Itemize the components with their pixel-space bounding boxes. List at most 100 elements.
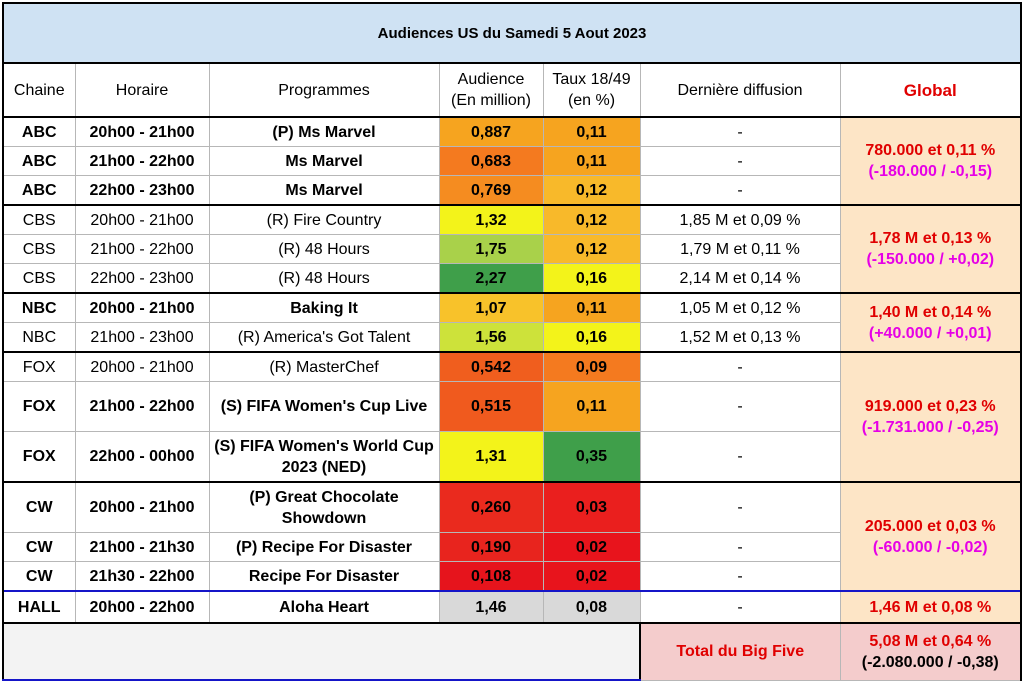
table-row: ABC 21h00 - 22h00 Ms Marvel 0,683 0,11- [2,146,1021,176]
cell-taux: 0,11 [542,292,641,323]
cell-audience: 0,515 [438,381,544,432]
total-difference: (-2.080.000 / -0,38) [861,653,999,671]
cell-horaire: 22h00 - 00h00 [74,431,210,483]
cell-derniere-diffusion: - [639,175,841,206]
global-difference: (+40.000 / +0,01) [868,324,992,342]
cell-taux: 0,12 [542,204,641,235]
cell-derniere-diffusion: 2,14 M et 0,14 % [639,263,841,294]
cell-taux: 0,02 [542,532,641,562]
cell-audience: 0,887 [438,116,544,147]
cell-horaire: 21h30 - 22h00 [74,561,210,592]
header-taux-line2: (en %) [567,92,616,109]
table-row: ABC 20h00 - 21h00 (P) Ms Marvel 0,887 0,11-7… [2,116,1023,206]
cell-horaire: 21h00 - 22h00 [74,146,210,176]
cell-audience: 2,27 [438,263,544,294]
cell-global: 780.000 et 0,11 % (-180.000 / -0,15) [839,116,1023,206]
cell-taux: 0,11 [542,146,641,176]
cell-audience: 0,683 [438,146,544,176]
table-row: NBC 21h00 - 23h00 (R) America's Got Talent… [2,322,1021,353]
cell-audience: 1,56 [438,322,544,353]
header-audience-line2: (En million) [450,92,531,109]
cell-derniere-diffusion: 1,85 M et 0,09 % [639,204,841,235]
cell-chaine: FOX [2,351,76,382]
table-row: CW 20h00 - 21h00 (P) Great Chocolate Showd… [2,481,1023,592]
cell-chaine: CW [2,481,76,533]
cell-horaire: 20h00 - 21h00 [74,116,210,147]
table-row: FOX 20h00 - 21h00 (R) MasterChef 0,542 0,09-… [2,351,1023,483]
table-row: CBS 21h00 - 22h00 (R) 48 Hours 1,75 0,12 1,79… [2,234,1021,264]
cell-programme: Aloha Heart [208,590,440,624]
cell-global: 1,78 M et 0,13 % (-150.000 / +0,02) [839,204,1023,294]
header-taux-line1: Taux 18/49 [552,71,631,88]
global-value: 1,78 M et 0,13 % [869,230,992,247]
cell-programme: Ms Marvel [208,146,440,176]
cell-taux: 0,16 [542,263,641,294]
cell-horaire: 20h00 - 21h00 [74,481,210,533]
cell-horaire: 20h00 - 21h00 [74,351,210,382]
cell-taux: 0,11 [542,116,641,147]
global-difference: (-1.731.000 / -0,25) [861,419,999,436]
cell-chaine: ABC [2,175,76,206]
cell-programme: Baking It [208,292,440,323]
table-row: CBS 22h00 - 23h00 (R) 48 Hours 2,27 0,16 2,14… [2,263,1021,294]
cell-global: 919.000 et 0,23 % (-1.731.000 / -0,25) [839,351,1023,483]
cell-chaine: CBS [2,263,76,294]
cell-chaine: ABC [2,146,76,176]
cell-taux: 0,12 [542,234,641,264]
cell-derniere-diffusion: - [639,351,841,382]
table-body: ABC 20h00 - 21h00 (P) Ms Marvel 0,887 0,11-7… [2,116,1023,681]
table-row: FOX 22h00 - 00h00 (S) FIFA Women's World C… [2,431,1021,483]
cell-audience: 1,46 [438,590,544,624]
cell-global: 1,46 M et 0,08 % [839,590,1023,624]
cell-global: 1,40 M et 0,14 % (+40.000 / +0,01) [839,292,1023,353]
total-value-line1: 5,08 M et 0,64 % [869,632,992,650]
total-row-blank [2,622,641,681]
header-derniere-diffusion: Dernière diffusion [639,62,841,118]
cell-audience: 1,07 [438,292,544,323]
cell-horaire: 20h00 - 21h00 [74,292,210,323]
cell-chaine: CBS [2,204,76,235]
cell-derniere-diffusion: - [639,431,841,483]
cell-horaire: 21h00 - 23h00 [74,322,210,353]
cell-taux: 0,12 [542,175,641,206]
global-value: 919.000 et 0,23 % [864,398,996,415]
cell-audience: 1,75 [438,234,544,264]
cell-taux: 0,03 [542,481,641,533]
table-row: CBS 20h00 - 21h00 (R) Fire Country 1,32 0,12… [2,204,1023,294]
header-global: Global [839,62,1023,118]
cell-audience: 0,260 [438,481,544,533]
cell-audience: 0,108 [438,561,544,592]
cell-chaine: ABC [2,116,76,147]
header-taux: Taux 18/49 (en %) [542,62,641,118]
cell-chaine: CBS [2,234,76,264]
cell-horaire: 21h00 - 21h30 [74,532,210,562]
header-programmes: Programmes [208,62,440,118]
global-difference: (-60.000 / -0,02) [872,538,988,556]
cell-taux: 0,35 [542,431,641,483]
cell-taux: 0,09 [542,351,641,382]
cell-chaine: FOX [2,431,76,483]
cell-programme: (S) FIFA Women's World Cup 2023 (NED) [208,431,440,483]
cell-taux: 0,11 [542,381,641,432]
cell-derniere-diffusion: 1,05 M et 0,12 % [639,292,841,323]
cell-programme: (R) 48 Hours [208,263,440,294]
cell-audience: 0,769 [438,175,544,206]
cell-horaire: 21h00 - 22h00 [74,234,210,264]
table-row: NBC 20h00 - 21h00 Baking It 1,07 0,11 1,05 M … [2,292,1023,353]
header-audience-line1: Audience [457,71,525,88]
cell-programme: (P) Recipe For Disaster [208,532,440,562]
global-value: 780.000 et 0,11 % [865,142,996,159]
cell-programme: (R) America's Got Talent [208,322,440,353]
cell-programme: (S) FIFA Women's Cup Live [208,381,440,432]
global-difference: (-150.000 / +0,02) [866,251,995,268]
cell-derniere-diffusion: - [639,116,841,147]
global-value: 205.000 et 0,03 % [864,517,996,535]
global-value: 1,46 M et 0,08 % [869,598,992,616]
cell-chaine: CW [2,532,76,562]
cell-horaire: 22h00 - 23h00 [74,263,210,294]
cell-chaine: HALL [2,590,76,624]
global-value: 1,40 M et 0,14 % [869,303,992,321]
cell-programme: Ms Marvel [208,175,440,206]
cell-audience: 1,31 [438,431,544,483]
